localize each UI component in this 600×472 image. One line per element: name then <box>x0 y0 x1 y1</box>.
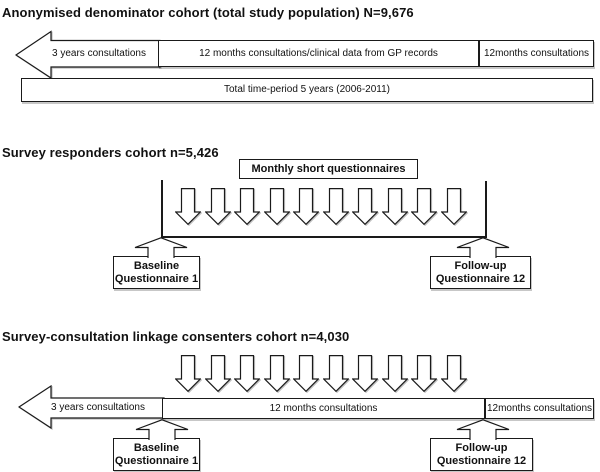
baseline-label-line1: Baseline <box>133 259 180 272</box>
down-arrow-icon <box>381 188 408 225</box>
followup-questionnaire-box: Follow-up Questionnaire 12 <box>430 256 531 289</box>
gp-records-consultations-label: 12 months consultations/clinical data fr… <box>199 47 438 59</box>
down-arrow-icon <box>440 188 467 225</box>
twelve-months-consultations-box: 12 months consultations <box>162 398 485 419</box>
down-arrow-icon <box>204 355 231 392</box>
down-arrow-icon <box>234 355 261 392</box>
baseline-label-line2: Questionnaire 1 <box>114 454 199 467</box>
baseline-questionnaire-box: Baseline Questionnaire 1 <box>113 438 200 471</box>
bracket-left-line <box>161 180 163 236</box>
section-linkage-cohort: Survey-consultation linkage consenters c… <box>0 324 600 472</box>
monthly-arrows-row <box>175 188 467 225</box>
down-arrow-icon <box>322 355 349 392</box>
twelve-months-consultations-right-box: 12months consultations <box>485 398 594 419</box>
down-arrow-icon <box>352 355 379 392</box>
denominator-cohort-title: Anonymised denominator cohort (total stu… <box>2 5 414 20</box>
followup-up-arrow-icon <box>456 237 510 258</box>
down-arrow-icon <box>175 355 201 392</box>
gp-records-consultations-box: 12 months consultations/clinical data fr… <box>158 40 479 67</box>
down-arrow-icon <box>411 188 438 225</box>
total-time-period-box: Total time-period 5 years (2006-2011) <box>21 78 593 102</box>
down-arrow-icon <box>293 188 320 225</box>
down-arrow-icon <box>204 188 231 225</box>
down-arrow-icon <box>352 188 379 225</box>
twelve-months-consultations-box: 12months consultations <box>479 40 594 67</box>
three-years-consultations-label: 3 years consultations <box>51 402 145 413</box>
followup-label-line2: Questionnaire 12 <box>435 272 526 285</box>
down-arrow-icon <box>175 188 201 225</box>
followup-label-line1: Follow-up <box>454 259 507 272</box>
down-arrow-icon <box>234 188 261 225</box>
followup-questionnaire-box: Follow-up Questionnaire 12 <box>430 438 533 471</box>
down-arrow-icon <box>440 355 467 392</box>
monthly-questionnaires-label: Monthly short questionnaires <box>251 162 406 175</box>
twelve-months-consultations-right-label: 12months consultations <box>486 402 593 414</box>
baseline-questionnaire-box: Baseline Questionnaire 1 <box>113 256 200 289</box>
responders-cohort-title: Survey responders cohort n=5,426 <box>2 145 219 160</box>
three-years-consultations-label: 3 years consultations <box>52 48 146 59</box>
linkage-cohort-title: Survey-consultation linkage consenters c… <box>2 329 350 344</box>
down-arrow-icon <box>293 355 320 392</box>
baseline-up-arrow-icon <box>134 237 188 258</box>
baseline-label-line2: Questionnaire 1 <box>114 272 199 285</box>
followup-label-line2: Questionnaire 12 <box>436 454 527 467</box>
followup-up-arrow-icon <box>456 419 510 440</box>
down-arrow-icon <box>263 355 290 392</box>
down-arrow-icon <box>381 355 408 392</box>
down-arrow-icon <box>411 355 438 392</box>
down-arrow-icon <box>263 188 290 225</box>
monthly-questionnaires-box: Monthly short questionnaires <box>239 159 418 179</box>
bracket-bottom-line <box>161 236 487 238</box>
twelve-months-consultations-label: 12months consultations <box>483 47 590 59</box>
total-time-period-label: Total time-period 5 years (2006-2011) <box>223 84 390 95</box>
baseline-label-line1: Baseline <box>133 441 180 454</box>
monthly-arrows-row <box>175 355 467 392</box>
followup-label-line1: Follow-up <box>455 441 508 454</box>
section-responders-cohort: Survey responders cohort n=5,426 Monthly… <box>0 140 600 315</box>
baseline-up-arrow-icon <box>135 419 189 440</box>
bracket-right-line <box>485 181 487 236</box>
section-denominator-cohort: Anonymised denominator cohort (total stu… <box>0 0 600 140</box>
twelve-months-consultations-label: 12 months consultations <box>269 402 378 414</box>
down-arrow-icon <box>322 188 349 225</box>
